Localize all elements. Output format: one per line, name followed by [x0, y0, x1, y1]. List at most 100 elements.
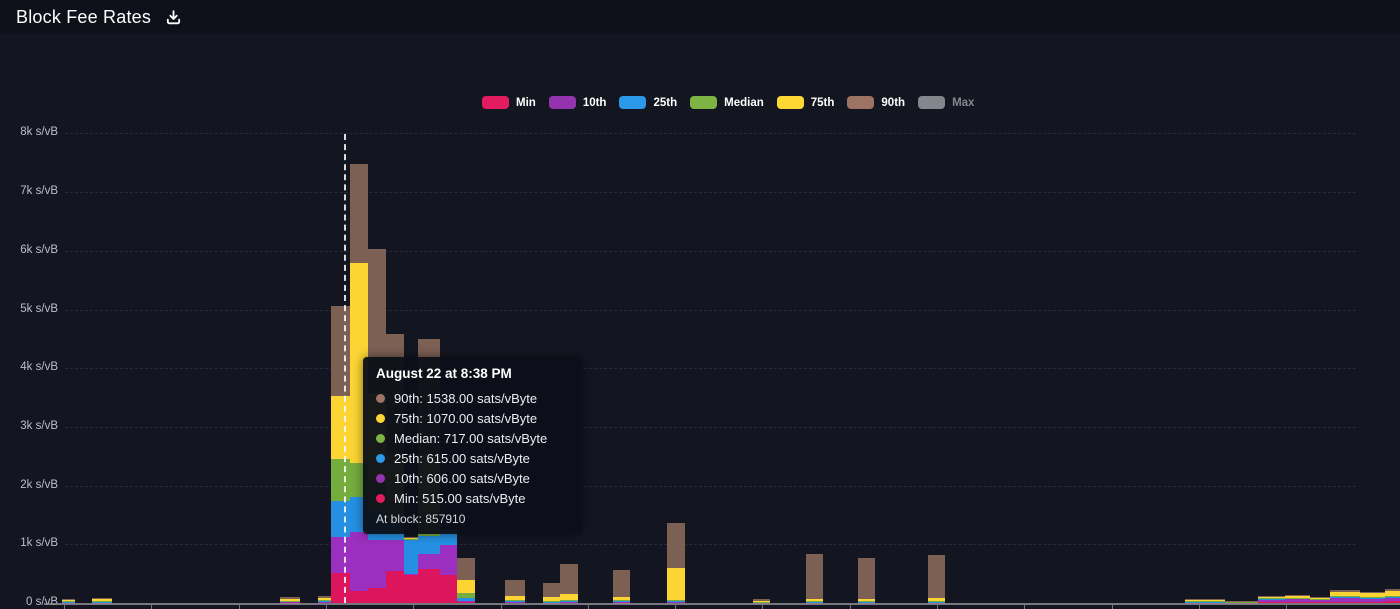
legend-label: Max — [952, 96, 975, 109]
x-axis-tick — [1198, 605, 1200, 609]
fee-bar-segment-min — [1310, 602, 1330, 603]
fee-bar[interactable] — [1330, 590, 1360, 603]
fee-bar-segment-p10 — [368, 539, 386, 589]
tooltip-series-dot — [376, 393, 385, 403]
fee-bar-segment-p10 — [505, 601, 525, 603]
fee-bar-segment-p90 — [350, 163, 368, 264]
fee-bar[interactable] — [1310, 597, 1330, 603]
x-axis-tick — [325, 605, 327, 609]
fee-bar-segment-median — [1330, 596, 1360, 598]
fee-bar[interactable] — [1285, 595, 1310, 603]
fee-bar-segment-min — [1360, 601, 1385, 603]
fee-bar-segment-p75 — [92, 599, 112, 602]
tooltip-series-dot — [376, 473, 385, 483]
fee-bar[interactable] — [505, 580, 525, 603]
gridline — [65, 309, 1356, 311]
fee-bar-segment-p10 — [1360, 598, 1385, 602]
fee-bar-segment-median — [331, 459, 350, 502]
fee-bar-segment-p25 — [1360, 597, 1385, 599]
fee-bar-segment-p75 — [1360, 593, 1385, 597]
fee-bar[interactable] — [806, 553, 823, 603]
fee-bar-segment-p75 — [667, 568, 685, 601]
fee-bar[interactable] — [1225, 601, 1258, 603]
gridline — [65, 485, 1356, 487]
legend-item-max[interactable]: Max — [918, 96, 974, 109]
fee-bar-segment-p75 — [457, 580, 475, 594]
legend-item-10th[interactable]: 10th — [548, 96, 606, 109]
legend-item-75th[interactable]: 75th — [776, 96, 834, 109]
legend-item-90th[interactable]: 90th — [847, 96, 905, 109]
fee-bar-segment-p25 — [457, 598, 475, 601]
fee-bar[interactable] — [1385, 589, 1400, 603]
gridline — [65, 192, 1356, 194]
fee-bar-segment-median — [1310, 598, 1330, 600]
fee-bar-segment-median — [280, 600, 300, 602]
fee-bar[interactable] — [858, 557, 875, 603]
fee-bar-segment-min — [1258, 602, 1285, 603]
fee-bar-segment-median — [318, 600, 331, 601]
legend-item-25th[interactable]: 25th — [619, 96, 677, 109]
fee-bar-segment-p90 — [280, 596, 300, 599]
y-axis-label: 1k s/vB — [20, 537, 58, 550]
fee-bar[interactable] — [62, 599, 75, 603]
fee-bar-segment-p90 — [92, 598, 112, 600]
fee-bar-segment-min — [505, 602, 525, 603]
fee-bar-segment-median — [1285, 597, 1310, 599]
fee-bar-segment-p90 — [1258, 595, 1285, 597]
fee-bar-segment-p75 — [753, 601, 770, 602]
fee-bar-segment-p90 — [1330, 590, 1360, 593]
legend-item-median[interactable]: Median — [690, 96, 764, 109]
fee-bar[interactable] — [457, 558, 475, 603]
fee-bar-segment-p25 — [404, 540, 418, 574]
x-axis-tick — [500, 605, 502, 609]
fee-bar[interactable] — [1185, 599, 1225, 603]
fee-bar[interactable] — [613, 570, 630, 603]
fee-bar-segment-median — [560, 599, 578, 601]
fee-bar-segment-p75 — [613, 596, 630, 601]
download-button[interactable] — [163, 7, 183, 27]
x-axis-tick — [937, 605, 938, 609]
fee-bar-segment-p10 — [440, 544, 457, 575]
fee-bar[interactable] — [92, 598, 112, 603]
fee-bar-segment-p90 — [753, 599, 770, 602]
fee-bar-segment-median — [613, 600, 630, 602]
fee-bar-segment-p25 — [1385, 596, 1400, 598]
fee-bar[interactable] — [667, 522, 685, 603]
gridline — [65, 426, 1356, 428]
fee-bar-segment-median — [1185, 601, 1225, 602]
hover-crosshair — [344, 134, 346, 603]
fee-bar[interactable] — [440, 529, 457, 603]
page-title: Block Fee Rates — [16, 6, 152, 27]
fee-bar-segment-min — [404, 574, 418, 603]
legend-swatch — [690, 96, 718, 109]
fee-bar[interactable] — [1360, 592, 1385, 603]
legend-item-min[interactable]: Min — [482, 96, 536, 109]
fee-bar-segment-p90 — [505, 580, 525, 597]
fee-bar[interactable] — [1258, 595, 1285, 603]
fee-bar[interactable] — [318, 595, 331, 603]
fee-bar-hovered[interactable] — [331, 305, 350, 603]
fee-bar[interactable] — [753, 599, 770, 603]
x-axis-tick — [151, 605, 153, 609]
y-axis-label: 2k s/vB — [20, 478, 58, 491]
x-axis-tick — [413, 605, 415, 609]
fee-bar-segment-p10 — [1330, 598, 1360, 602]
fee-bar[interactable] — [928, 554, 945, 603]
x-axis-tick — [1111, 605, 1113, 609]
fee-bar-segment-p10 — [418, 554, 440, 569]
fee-rates-chart[interactable]: Min 10th 25th Median 75th 90th Max 0 s/vB 1k s/… — [0, 34, 1400, 609]
fee-bar[interactable] — [560, 564, 578, 603]
fee-bar-segment-median — [667, 600, 685, 602]
tooltip-row: 10th: 606.00 sats/vByte — [376, 468, 569, 488]
fee-bar-segment-p90 — [613, 570, 630, 597]
fee-bar[interactable] — [543, 583, 560, 603]
tooltip-row-text: 25th: 615.00 sats/vByte — [394, 450, 530, 466]
fee-bar-segment-p25 — [331, 501, 350, 538]
fee-bar-segment-p75 — [1310, 597, 1330, 599]
fee-bar[interactable] — [280, 596, 300, 603]
tooltip-row: 25th: 615.00 sats/vByte — [376, 448, 569, 468]
y-axis-label: 4k s/vB — [20, 361, 58, 374]
fee-bar[interactable] — [404, 536, 418, 603]
x-axis-tick — [1024, 605, 1026, 609]
fee-bar-segment-p25 — [1258, 598, 1285, 600]
